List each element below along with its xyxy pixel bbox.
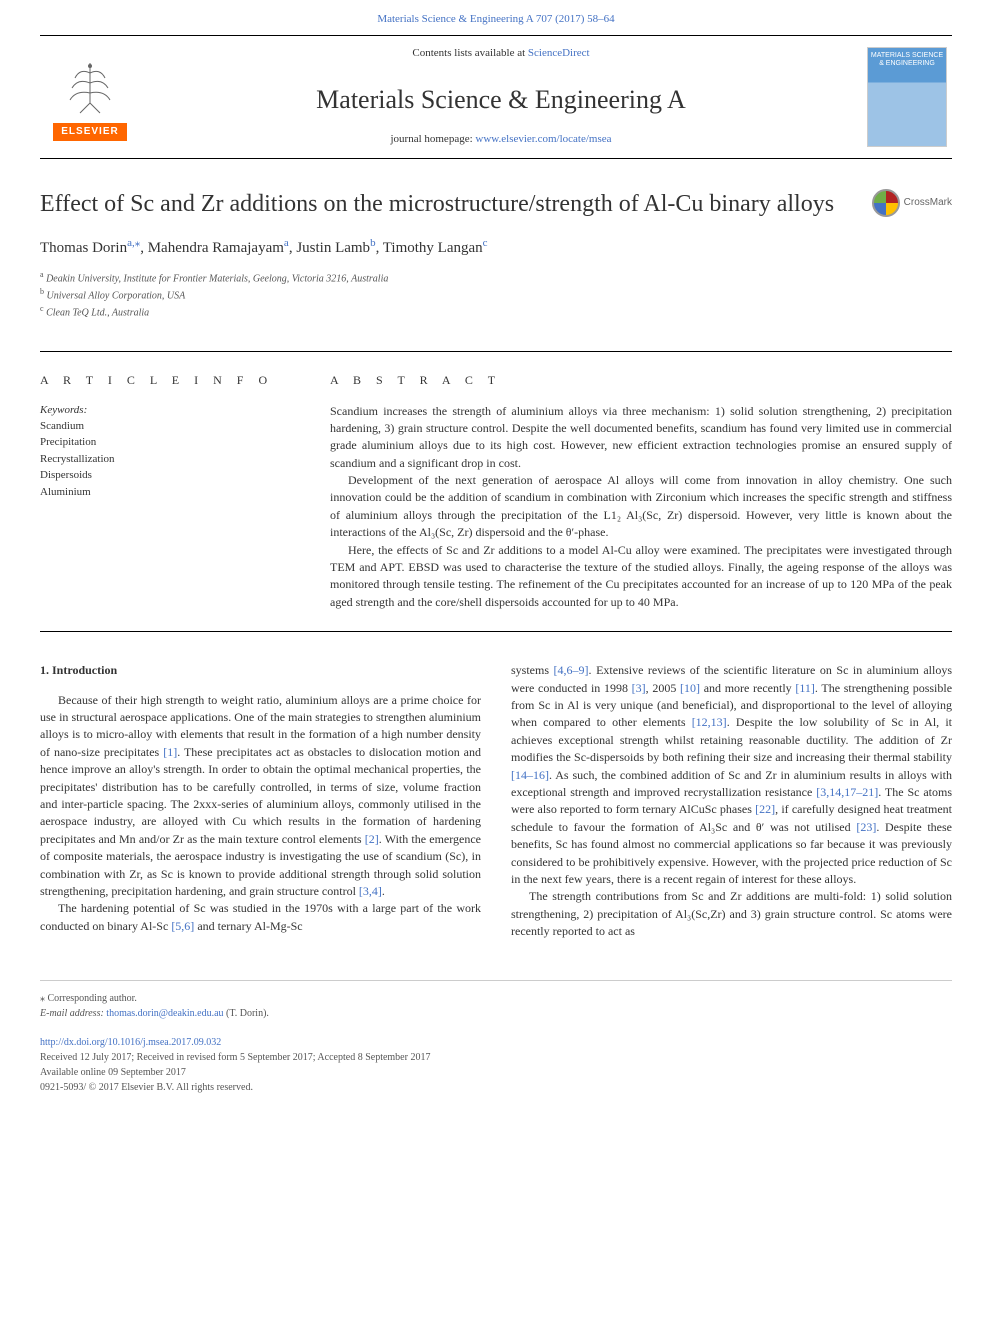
elsevier-logo: ELSEVIER <box>40 36 140 157</box>
journal-cover: MATERIALS SCIENCE & ENGINEERING <box>862 36 952 157</box>
abstract-paragraph: Development of the next generation of ae… <box>330 472 952 542</box>
keywords-label: Keywords: <box>40 403 300 418</box>
author-sup: a <box>284 237 289 249</box>
journal-header: ELSEVIER Contents lists available at Sci… <box>40 35 952 158</box>
body-paragraph: systems [4,6–9]. Extensive reviews of th… <box>511 662 952 888</box>
elsevier-wordmark: ELSEVIER <box>53 123 126 141</box>
citation-link[interactable]: [11] <box>795 681 815 695</box>
affiliation-line: c Clean TeQ Ltd., Australia <box>40 303 952 320</box>
keywords-list: ScandiumPrecipitationRecrystallizationDi… <box>40 418 300 501</box>
keyword-item: Aluminium <box>40 484 300 501</box>
author-name: Thomas Dorin <box>40 240 127 256</box>
info-abstract-section: A R T I C L E I N F O Keywords: Scandium… <box>40 351 952 611</box>
crossmark-icon <box>872 189 900 217</box>
cover-image: MATERIALS SCIENCE & ENGINEERING <box>867 47 947 147</box>
email-line: E-mail address: thomas.dorin@deakin.edu.… <box>40 1006 952 1021</box>
sciencedirect-link[interactable]: ScienceDirect <box>528 47 590 59</box>
body-paragraph: Because of their high strength to weight… <box>40 692 481 901</box>
copyright-line: 0921-5093/ © 2017 Elsevier B.V. All righ… <box>40 1080 952 1095</box>
citation-link[interactable]: [3,4] <box>359 884 382 898</box>
author-sup: b <box>370 237 376 249</box>
citation-link[interactable]: [3] <box>632 681 646 695</box>
corr-text: Corresponding author. <box>48 993 137 1004</box>
citation-link[interactable]: [4,6–9] <box>554 663 589 677</box>
citation-link[interactable]: [12,13] <box>692 715 727 729</box>
abstract-heading: A B S T R A C T <box>330 372 952 389</box>
affiliations: a Deakin University, Institute for Front… <box>40 269 952 321</box>
contents-line: Contents lists available at ScienceDirec… <box>160 46 842 61</box>
header-center: Contents lists available at ScienceDirec… <box>140 36 862 157</box>
available-line: Available online 09 September 2017 <box>40 1065 952 1080</box>
top-citation: Materials Science & Engineering A 707 (2… <box>0 0 992 35</box>
citation-link[interactable]: [22] <box>755 802 775 816</box>
citation-link[interactable]: [5,6] <box>171 919 194 933</box>
keyword-item: Dispersoids <box>40 467 300 484</box>
author-sup: c <box>483 237 488 249</box>
cover-title: MATERIALS SCIENCE & ENGINEERING <box>868 48 946 71</box>
body-col-left: 1. Introduction Because of their high st… <box>40 662 481 940</box>
authors-line: Thomas Dorina,⁎, Mahendra Ramajayama, Ju… <box>40 236 952 259</box>
crossmark-badge[interactable]: CrossMark <box>872 189 952 217</box>
corresponding-author: ⁎ Corresponding author. <box>40 991 952 1006</box>
affiliation-line: a Deakin University, Institute for Front… <box>40 269 952 286</box>
article-header: Effect of Sc and Zr additions on the mic… <box>40 189 952 321</box>
body-col-right: systems [4,6–9]. Extensive reviews of th… <box>511 662 952 940</box>
contents-prefix: Contents lists available at <box>412 47 527 59</box>
homepage-line: journal homepage: www.elsevier.com/locat… <box>160 132 842 147</box>
body-paragraph: The hardening potential of Sc was studie… <box>40 900 481 935</box>
citation-link[interactable]: [23] <box>856 820 876 834</box>
abstract-col: A B S T R A C T Scandium increases the s… <box>330 372 952 611</box>
keyword-item: Scandium <box>40 418 300 435</box>
citation-link[interactable]: [1] <box>163 745 177 759</box>
received-line: Received 12 July 2017; Received in revis… <box>40 1050 952 1065</box>
abstract-paragraph: Scandium increases the strength of alumi… <box>330 403 952 473</box>
author-name: Timothy Langan <box>383 240 483 256</box>
intro-heading: 1. Introduction <box>40 662 481 679</box>
abstract-paragraph: Here, the effects of Sc and Zr additions… <box>330 542 952 612</box>
email-suffix: (T. Dorin). <box>224 1008 269 1019</box>
doi-link[interactable]: http://dx.doi.org/10.1016/j.msea.2017.09… <box>40 1035 952 1050</box>
elsevier-tree-icon <box>55 53 125 123</box>
citation-link[interactable]: [2] <box>365 832 379 846</box>
email-link[interactable]: thomas.dorin@deakin.edu.au <box>106 1008 223 1019</box>
crossmark-label: CrossMark <box>904 196 952 210</box>
footer: ⁎ Corresponding author. E-mail address: … <box>40 980 952 1095</box>
body-paragraph: The strength contributions from Sc and Z… <box>511 888 952 940</box>
homepage-link[interactable]: www.elsevier.com/locate/msea <box>475 133 611 145</box>
article-info-col: A R T I C L E I N F O Keywords: Scandium… <box>40 372 300 611</box>
author-name: Mahendra Ramajayam <box>148 240 284 256</box>
citation-link[interactable]: [14–16] <box>511 768 549 782</box>
author-name: Justin Lamb <box>296 240 370 256</box>
citation-link[interactable]: [10] <box>680 681 700 695</box>
author-sup: a,⁎ <box>127 237 140 249</box>
article-title: Effect of Sc and Zr additions on the mic… <box>40 189 852 220</box>
abstract-text: Scandium increases the strength of alumi… <box>330 403 952 612</box>
homepage-prefix: journal homepage: <box>390 133 475 145</box>
affiliation-line: b Universal Alloy Corporation, USA <box>40 286 952 303</box>
corr-marker: ⁎ <box>40 993 45 1004</box>
email-label: E-mail address: <box>40 1008 106 1019</box>
section-divider <box>40 631 952 632</box>
keyword-item: Precipitation <box>40 434 300 451</box>
body-columns: 1. Introduction Because of their high st… <box>40 662 952 940</box>
journal-name: Materials Science & Engineering A <box>160 82 842 118</box>
article-info-heading: A R T I C L E I N F O <box>40 372 300 389</box>
keyword-item: Recrystallization <box>40 451 300 468</box>
citation-link[interactable]: [3,14,17–21] <box>816 785 878 799</box>
